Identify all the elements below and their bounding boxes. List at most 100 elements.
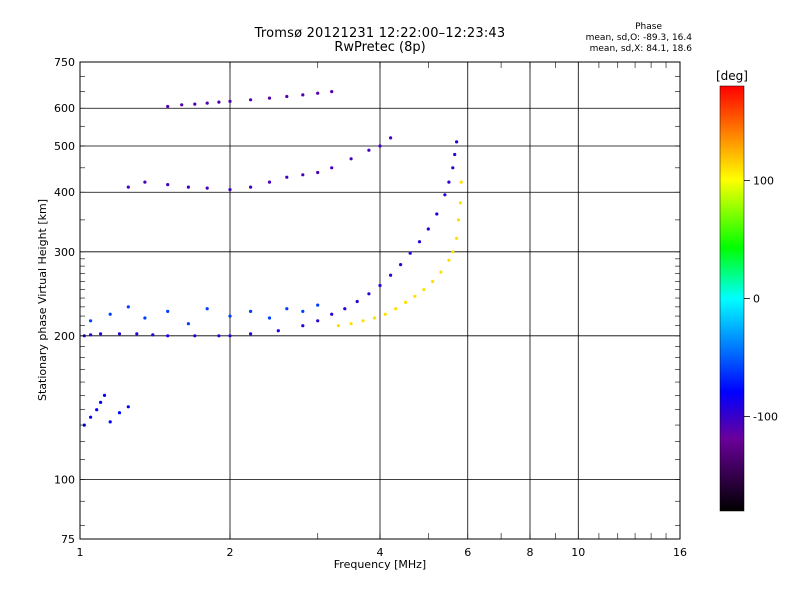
data-point-o-trace [99,332,103,336]
x-axis-label: Frequency [MHz] [334,558,426,571]
colorbar-tick-label: 0 [753,293,760,306]
data-point-lower-scatter [285,307,289,311]
data-point-mid-trace [330,166,334,170]
colorbar-label: [deg] [716,69,748,83]
data-point-x-trace [447,258,451,262]
data-point-lower-scatter [186,322,190,326]
data-point-o-trace [151,333,155,337]
y-tick-label: 75 [61,533,75,546]
data-point-x-trace [394,307,398,311]
data-point-mid-trace [228,188,232,192]
colorbar [719,85,745,512]
phase-stats-title: Phase [635,22,662,32]
x-tick-label: 8 [527,546,534,559]
y-axis: 75 100 200 300 400 500 600 750 [54,56,680,546]
data-point-o-trace [417,240,422,244]
data-point-o-trace [453,152,457,157]
colorbar-tick-label: 100 [753,174,774,187]
data-point-o-trace [389,273,393,277]
y-tick-label: 750 [54,56,75,69]
data-point-o-trace [276,329,280,333]
data-point-o-trace [367,292,371,296]
data-point-x-trace [336,324,340,328]
data-point-low-freq-cluster [102,393,107,397]
data-point-mid-trace [378,144,382,148]
data-point-lower-scatter [126,305,130,309]
data-point-upper-trace [301,93,305,97]
data-point-mid-trace [267,180,272,184]
data-point-mid-trace [143,180,147,184]
y-tick-label: 100 [54,473,75,486]
phase-stats-x: mean, sd,X: 84.1, 18.6 [589,44,692,54]
data-point-upper-trace [316,91,320,95]
data-point-o-trace [166,334,170,338]
data-point-o-trace [399,263,403,267]
data-point-lower-scatter [143,316,147,320]
data-point-mid-trace [367,148,371,152]
x-tick-label: 4 [377,546,384,559]
x-axis: 1 2 4 6 8 10 16 [77,62,687,559]
data-point-x-trace [361,319,365,323]
data-point-mid-trace [349,157,353,161]
data-point-mid-trace [249,185,253,189]
data-point-lower-scatter [301,309,305,313]
colorbar-ticks: 100 0 -100 [744,174,778,424]
data-point-upper-trace [249,98,253,102]
data-point-x-trace [413,294,417,298]
data-point-o-trace [228,334,232,338]
data-point-lower-scatter [228,314,232,318]
data-point-x-trace [455,236,459,240]
data-point-lower-scatter [249,309,253,313]
y-tick-label: 500 [54,140,75,153]
data-point-upper-trace [193,102,197,106]
data-point-x-trace [456,218,461,222]
data-point-lower-scatter [267,316,272,320]
y-tick-label: 400 [54,186,75,199]
data-point-lower-scatter [316,303,320,307]
data-point-mid-trace [285,175,289,179]
data-point-x-trace [422,288,426,292]
data-point-low-freq-cluster [126,405,130,409]
x-tick-label: 10 [571,546,585,559]
data-point-o-trace [301,324,305,328]
data-point-o-trace [355,299,359,304]
data-point-o-trace [343,307,347,311]
data-point-mid-trace [205,186,209,190]
data-point-o-trace [89,333,93,337]
chart-subtitle: RwPretec (8p) [334,40,426,55]
data-point-mid-trace [389,136,393,140]
data-point-o-trace [217,334,221,338]
data-point-upper-trace [166,104,170,109]
data-point-mid-trace [166,183,170,187]
data-point-lower-scatter [108,312,112,316]
data-point-x-trace [349,322,353,326]
data-point-o-trace [455,140,459,144]
data-point-x-trace [372,316,377,320]
data-point-low-freq-cluster [89,415,93,419]
data-point-o-trace [193,334,197,338]
data-point-upper-trace [180,103,184,107]
data-point-o-trace [451,166,455,170]
data-point-lower-scatter [205,307,209,311]
data-point-o-trace [378,283,382,288]
x-tick-label: 6 [464,546,471,559]
data-point-low-freq-cluster [99,400,103,404]
y-tick-label: 300 [54,246,75,259]
data-point-mid-trace [186,185,190,189]
data-point-o-trace [443,193,447,197]
data-point-low-freq-cluster [117,411,122,415]
data-point-o-trace [135,332,139,336]
data-point-mid-trace [316,170,320,175]
data-point-upper-trace [285,94,289,99]
data-point-x-trace [459,180,463,184]
data-point-x-trace [403,300,408,304]
data-point-x-trace [451,250,455,254]
x-tick-label: 1 [77,546,84,559]
data-point-mid-trace [301,173,305,177]
colorbar-tick-label: -100 [753,411,778,424]
phase-stats-o: mean, sd,O: -89.3, 16.4 [585,33,692,43]
data-point-x-trace [431,279,435,284]
data-points [82,90,463,427]
data-point-o-trace [408,251,412,255]
